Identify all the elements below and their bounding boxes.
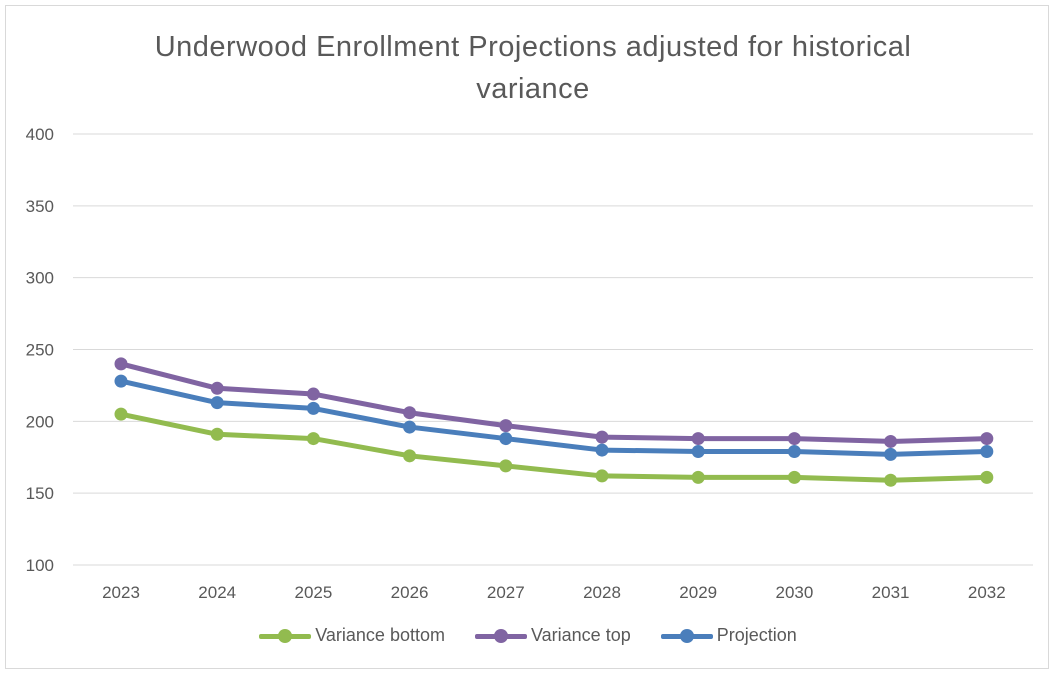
data-point <box>210 396 224 410</box>
series-variance-bottom <box>114 407 994 487</box>
data-point <box>691 470 705 484</box>
data-point <box>691 432 705 446</box>
legend: Variance bottom Variance top Projection <box>0 625 1056 646</box>
data-point <box>403 449 417 463</box>
data-point <box>114 407 128 421</box>
y-tick-label: 150 <box>26 484 54 503</box>
data-point <box>595 443 609 457</box>
x-tick-label: 2028 <box>583 583 621 602</box>
y-axis-tick-labels: 400 350 300 250 200 150 100 <box>26 125 54 575</box>
data-point <box>114 374 128 388</box>
series-line <box>118 411 990 483</box>
data-point <box>595 469 609 483</box>
data-point <box>403 420 417 434</box>
series-line <box>118 378 990 457</box>
chart-title-line-2: variance <box>476 73 590 105</box>
legend-label: Projection <box>716 625 797 645</box>
data-point <box>691 445 705 459</box>
data-point <box>980 432 994 446</box>
legend-item: Variance top <box>474 625 631 646</box>
data-point <box>499 419 513 433</box>
x-tick-label: 2026 <box>391 583 429 602</box>
data-point <box>306 387 320 401</box>
series-variance-top <box>114 357 994 448</box>
data-point <box>884 473 898 487</box>
data-point <box>499 432 513 446</box>
x-tick-label: 2031 <box>872 583 910 602</box>
series-lines <box>114 357 994 487</box>
legend-swatch <box>259 628 312 643</box>
data-point <box>787 445 801 459</box>
legend-label: Variance bottom <box>315 625 445 645</box>
data-point <box>210 427 224 441</box>
x-tick-label: 2024 <box>198 583 236 602</box>
y-tick-label: 100 <box>26 556 54 575</box>
legend-swatch <box>474 628 527 643</box>
y-tick-label: 250 <box>26 341 54 360</box>
x-tick-label: 2025 <box>294 583 332 602</box>
data-point <box>114 357 128 371</box>
legend-swatch <box>660 628 713 643</box>
y-tick-label: 400 <box>26 125 54 144</box>
x-tick-label: 2030 <box>775 583 813 602</box>
legend-item: Variance bottom <box>259 625 445 646</box>
data-point <box>980 445 994 459</box>
data-point <box>787 432 801 446</box>
x-tick-label: 2032 <box>968 583 1006 602</box>
data-point <box>884 447 898 461</box>
x-axis-tick-labels: 2023 2024 2025 2026 2027 2028 2029 2030 2031 2032 <box>102 583 1006 602</box>
y-tick-label: 300 <box>26 269 54 288</box>
data-point <box>499 459 513 473</box>
data-point <box>787 470 801 484</box>
series-projection <box>114 374 994 461</box>
data-point <box>595 430 609 444</box>
legend-item: Projection <box>660 625 797 646</box>
data-point <box>980 470 994 484</box>
x-tick-label: 2023 <box>102 583 140 602</box>
chart-title-line-1: Underwood Enrollment Projections adjuste… <box>154 31 912 63</box>
data-point <box>306 401 320 415</box>
series-line <box>118 361 990 444</box>
x-tick-label: 2027 <box>487 583 525 602</box>
data-point <box>306 432 320 446</box>
gridlines <box>73 133 1033 566</box>
chart-frame <box>5 5 1049 669</box>
chart-title: Underwood Enrollment Projections adjuste… <box>0 26 1056 110</box>
data-point <box>884 434 898 448</box>
legend-label: Variance top <box>530 625 631 645</box>
y-tick-label: 200 <box>26 412 54 431</box>
data-point <box>403 406 417 420</box>
data-point <box>210 381 224 395</box>
y-tick-label: 350 <box>26 197 54 216</box>
x-tick-label: 2029 <box>679 583 717 602</box>
